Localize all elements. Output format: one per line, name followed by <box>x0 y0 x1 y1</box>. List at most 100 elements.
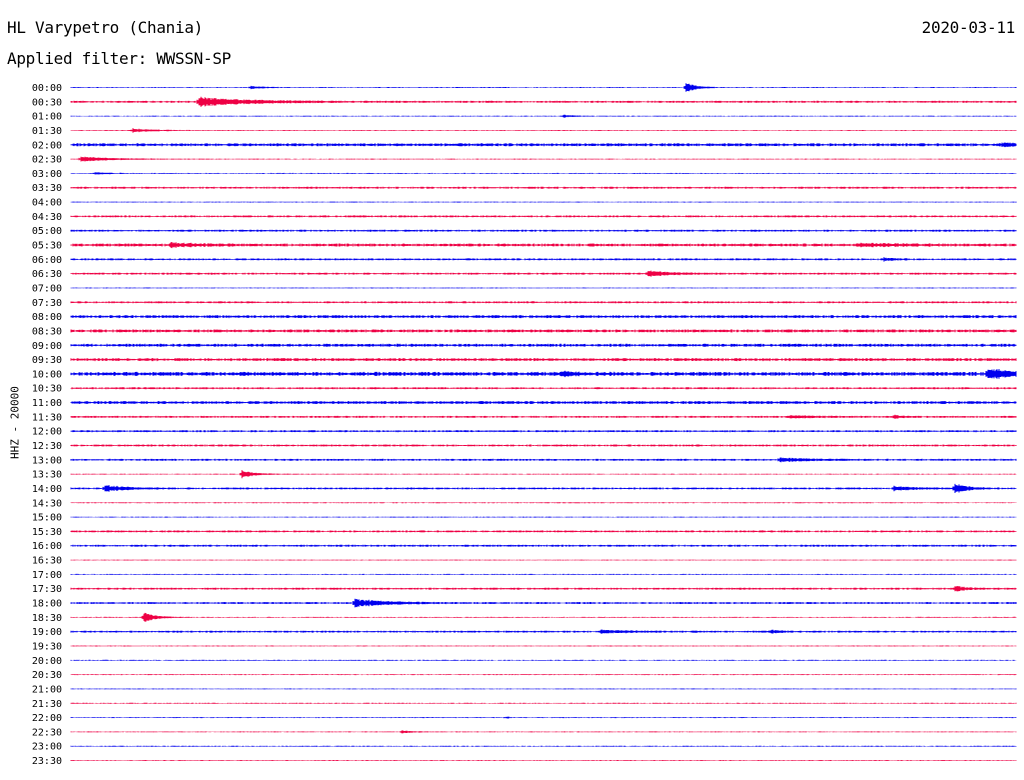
seismic-traces <box>70 83 1017 761</box>
trace-row-0830 <box>70 329 1017 333</box>
row-time-label: 12:30 <box>32 441 62 452</box>
station-title: HL Varypetro (Chania) <box>7 18 203 37</box>
trace-row-0430 <box>70 215 1017 218</box>
trace-row-0530 <box>70 242 1017 249</box>
trace-row-0030 <box>70 96 1017 107</box>
trace-row-2000 <box>70 659 1017 661</box>
trace-row-2030 <box>70 674 1017 676</box>
row-time-label: 00:00 <box>32 83 62 94</box>
row-time-label: 21:00 <box>32 684 62 695</box>
row-time-label: 10:30 <box>32 384 62 395</box>
trace-row-1600 <box>70 544 1017 547</box>
trace-row-1300 <box>70 457 1017 463</box>
trace-row-1330 <box>70 470 1017 479</box>
row-time-label: 13:30 <box>32 470 62 481</box>
row-time-label: 05:30 <box>32 241 62 252</box>
trace-row-0200 <box>70 142 1017 148</box>
trace-row-0100 <box>70 114 1017 118</box>
row-time-label: 00:30 <box>32 97 62 108</box>
row-time-label: 07:00 <box>32 284 62 295</box>
trace-row-0700 <box>70 287 1017 289</box>
trace-row-1000 <box>70 369 1017 379</box>
row-time-label: 05:00 <box>32 226 62 237</box>
trace-row-0930 <box>70 358 1017 362</box>
trace-row-0800 <box>70 315 1017 319</box>
row-time-label: 03:00 <box>32 169 62 180</box>
row-time-label: 06:00 <box>32 255 62 266</box>
trace-row-0000 <box>70 83 1017 92</box>
row-time-label: 04:30 <box>32 212 62 223</box>
trace-row-0500 <box>70 229 1017 232</box>
row-time-label: 14:00 <box>32 484 62 495</box>
row-time-label: 06:30 <box>32 269 62 280</box>
trace-row-2300 <box>70 745 1017 747</box>
row-time-label: 22:00 <box>32 713 62 724</box>
row-time-label: 20:00 <box>32 656 62 667</box>
trace-row-1930 <box>70 645 1017 647</box>
row-time-label: 16:30 <box>32 556 62 567</box>
trace-row-1430 <box>70 502 1017 504</box>
trace-row-1900 <box>70 629 1017 634</box>
row-time-label: 11:00 <box>32 398 62 409</box>
row-time-label: 23:30 <box>32 756 62 767</box>
trace-row-0730 <box>70 301 1017 304</box>
trace-row-1100 <box>70 401 1017 404</box>
trace-row-1400 <box>70 483 1017 493</box>
row-time-label: 14:30 <box>32 498 62 509</box>
trace-row-1730 <box>70 586 1017 592</box>
trace-row-2330 <box>70 760 1017 761</box>
row-time-label: 20:30 <box>32 670 62 681</box>
row-time-label: 18:00 <box>32 599 62 610</box>
row-time-label: 13:00 <box>32 455 62 466</box>
row-time-labels: 00:00 00:30 01:00 01:30 02:00 02:30 03:00 03:30… <box>32 83 62 767</box>
trace-row-1230 <box>70 444 1017 447</box>
trace-row-0130 <box>70 128 1017 133</box>
trace-row-0900 <box>70 343 1017 347</box>
row-time-label: 08:30 <box>32 326 62 337</box>
trace-row-1500 <box>70 516 1017 518</box>
trace-row-1630 <box>70 559 1017 561</box>
row-time-label: 23:00 <box>32 742 62 753</box>
trace-row-1030 <box>70 387 1017 390</box>
row-time-label: 10:00 <box>32 369 62 380</box>
trace-row-1200 <box>70 430 1017 433</box>
trace-row-2200 <box>70 716 1017 719</box>
row-time-label: 17:00 <box>32 570 62 581</box>
row-time-label: 07:30 <box>32 298 62 309</box>
row-time-label: 11:30 <box>32 412 62 423</box>
row-time-label: 09:00 <box>32 341 62 352</box>
row-time-label: 01:30 <box>32 126 62 137</box>
row-time-label: 12:00 <box>32 427 62 438</box>
row-time-label: 16:00 <box>32 541 62 552</box>
row-time-label: 03:30 <box>32 183 62 194</box>
row-time-label: 08:00 <box>32 312 62 323</box>
row-time-label: 04:00 <box>32 198 62 209</box>
row-time-label: 22:30 <box>32 727 62 738</box>
row-time-label: 09:30 <box>32 355 62 366</box>
trace-row-2130 <box>70 702 1017 704</box>
trace-row-1830 <box>70 612 1017 622</box>
trace-row-0400 <box>70 201 1017 203</box>
trace-row-0330 <box>70 186 1017 189</box>
trace-row-0600 <box>70 257 1017 262</box>
trace-row-1130 <box>70 414 1017 419</box>
record-date: 2020-03-11 <box>921 18 1016 37</box>
trace-row-0630 <box>70 270 1017 277</box>
row-time-label: 01:00 <box>32 112 62 123</box>
trace-row-1800 <box>70 598 1017 608</box>
row-time-label: 02:30 <box>32 155 62 166</box>
row-time-label: 19:00 <box>32 627 62 638</box>
trace-row-0230 <box>70 156 1017 162</box>
row-time-label: 15:30 <box>32 527 62 538</box>
trace-row-2230 <box>70 730 1017 734</box>
row-time-label: 19:30 <box>32 642 62 653</box>
row-time-label: 15:00 <box>32 513 62 524</box>
trace-row-1700 <box>70 573 1017 575</box>
row-time-label: 02:00 <box>32 140 62 151</box>
filter-label: Applied filter: WWSSN-SP <box>7 49 231 68</box>
trace-row-0300 <box>70 172 1017 175</box>
trace-row-2100 <box>70 688 1017 690</box>
trace-row-1530 <box>70 530 1017 533</box>
row-time-label: 18:30 <box>32 613 62 624</box>
